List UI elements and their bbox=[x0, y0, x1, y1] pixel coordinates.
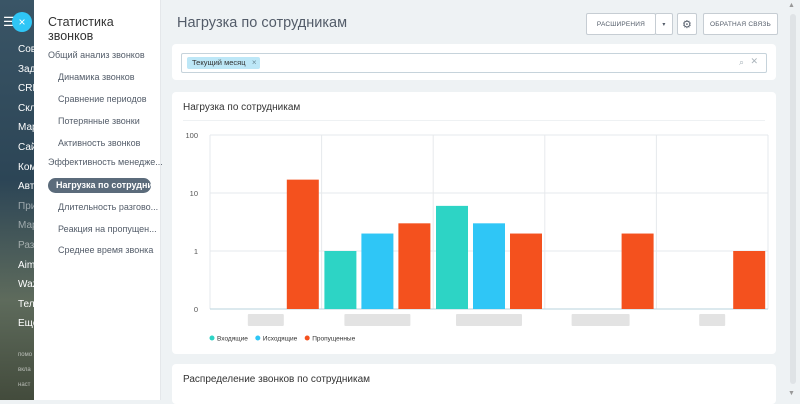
burger-icon: ☰ bbox=[3, 14, 15, 29]
y-tick-label: 1 bbox=[194, 247, 198, 256]
category-label-redacted bbox=[571, 314, 630, 326]
sidebar: Статистика звонков Общий анализ звонков Д… bbox=[34, 0, 163, 400]
extensions-dropdown-button[interactable]: ▾ bbox=[655, 13, 673, 35]
sidebar-item[interactable]: Среднее время звонка bbox=[58, 245, 154, 255]
scroll-up-icon[interactable]: ▲ bbox=[788, 2, 795, 9]
distribution-card: Распределение звонков по сотрудникам bbox=[172, 364, 776, 404]
app-nav-item[interactable]: Теле bbox=[18, 298, 34, 310]
sidebar-item[interactable]: Динамика звонков bbox=[58, 72, 135, 82]
app-nav-item[interactable]: Мар bbox=[18, 220, 34, 232]
sidebar-item[interactable]: Сравнение периодов bbox=[58, 94, 147, 104]
y-tick-label: 100 bbox=[185, 131, 198, 140]
legend-marker bbox=[304, 335, 310, 341]
legend-marker bbox=[209, 335, 215, 341]
app-nav-item[interactable]: CRM bbox=[18, 83, 34, 95]
app-footer-link[interactable]: наст bbox=[18, 382, 31, 388]
app-nav-item[interactable]: Сов bbox=[18, 44, 34, 55]
bar-missed bbox=[510, 233, 542, 309]
sidebar-item[interactable]: Реакция на пропущен... bbox=[58, 224, 157, 234]
y-tick-label: 0 bbox=[194, 305, 198, 314]
bar-incoming bbox=[436, 205, 468, 309]
scroll-down-icon[interactable]: ▼ bbox=[788, 390, 795, 397]
legend-label: Входящие bbox=[217, 336, 248, 343]
y-tick-label: 10 bbox=[190, 189, 198, 198]
legend-marker bbox=[255, 335, 261, 341]
sidebar-item[interactable]: Длительность разгово... bbox=[58, 202, 159, 212]
app-nav-item[interactable]: Ещё bbox=[18, 318, 34, 330]
bar-outgoing bbox=[473, 223, 505, 309]
search-icon[interactable]: ⌕ bbox=[738, 57, 744, 67]
distribution-card-title: Распределение звонков по сотрудникам bbox=[183, 374, 371, 385]
app-footer-link[interactable]: помо bbox=[18, 352, 33, 358]
bar-missed bbox=[621, 233, 654, 309]
app-nav-item[interactable]: Прил bbox=[18, 200, 34, 212]
sidebar-item[interactable]: Общий анализ звонков bbox=[48, 50, 145, 60]
gear-icon: ⚙ bbox=[681, 18, 693, 31]
category-label-redacted bbox=[344, 314, 411, 326]
bar-incoming bbox=[324, 251, 357, 309]
sidebar-item[interactable]: Потерянные звонки bbox=[58, 116, 140, 126]
filter-bar: Текущий месяц × ⌕ ✕ bbox=[172, 44, 776, 80]
filter-tag-label: Текущий месяц bbox=[192, 58, 246, 67]
card-divider bbox=[183, 120, 765, 121]
page-title: Нагрузка по сотрудникам bbox=[177, 15, 348, 31]
bar-missed bbox=[286, 179, 319, 309]
legend-label: Пропущенные bbox=[312, 336, 355, 343]
extensions-button[interactable]: РАСШИРЕНИЯ bbox=[586, 13, 656, 35]
extensions-label: РАСШИРЕНИЯ bbox=[596, 20, 646, 28]
feedback-button[interactable]: ОБРАТНАЯ СВЯЗЬ bbox=[703, 13, 778, 35]
app-nav-item[interactable]: Авто bbox=[18, 181, 34, 193]
bar-missed bbox=[733, 251, 766, 309]
sidebar-item[interactable]: Эффективность менеджe... bbox=[48, 157, 163, 167]
category-label-redacted bbox=[456, 314, 522, 326]
chevron-down-icon: ▾ bbox=[662, 21, 666, 28]
scroll-thumb[interactable] bbox=[790, 14, 796, 384]
filter-input[interactable]: Текущий месяц × ⌕ ✕ bbox=[181, 53, 767, 73]
app-footer-link[interactable]: вкла bbox=[18, 367, 31, 373]
filter-tag[interactable]: Текущий месяц × bbox=[187, 57, 260, 69]
bar-outgoing bbox=[361, 233, 394, 309]
app-nav-item[interactable]: Зада bbox=[18, 63, 34, 75]
app-nav-item[interactable]: Aimy bbox=[18, 259, 34, 271]
settings-button[interactable]: ⚙ bbox=[677, 13, 697, 35]
tag-close-icon[interactable]: × bbox=[251, 58, 257, 67]
menu-toggle[interactable]: ☰ × bbox=[0, 10, 34, 34]
app-nav-item[interactable]: Сайт bbox=[18, 142, 34, 153]
bar-missed bbox=[398, 223, 431, 309]
sidebar-item[interactable]: Активность звонков bbox=[58, 138, 141, 148]
app-nav-item[interactable]: Wazz bbox=[18, 279, 34, 291]
feedback-label: ОБРАТНАЯ СВЯЗЬ bbox=[709, 20, 772, 28]
sidebar-item[interactable]: Нагрузка по сотрудни... bbox=[48, 178, 151, 193]
sidebar-title: Статистика звонков bbox=[48, 15, 114, 43]
app-nav-item[interactable]: Скла bbox=[18, 102, 34, 114]
chart-card-title: Нагрузка по сотрудникам bbox=[183, 102, 301, 113]
category-label-redacted bbox=[699, 314, 726, 326]
category-label-redacted bbox=[247, 314, 284, 326]
chart-card: Нагрузка по сотрудникам 100 10 1 0 Входящие И… bbox=[172, 92, 776, 354]
app-nav-item[interactable]: Мар bbox=[18, 122, 34, 134]
app-nav-item[interactable]: Ком bbox=[18, 161, 34, 173]
clear-icon[interactable]: ✕ bbox=[750, 56, 758, 66]
page-scrollbar[interactable]: ▲ ▼ bbox=[786, 0, 800, 400]
app-nav-item[interactable]: Разр bbox=[18, 240, 34, 251]
close-icon[interactable]: × bbox=[12, 12, 32, 32]
app-strip: ☰ × Сов Зада CRM Скла Мар Сайт Ком Авто Прил Мар Р… bbox=[0, 0, 34, 400]
legend-label: Исходящие bbox=[263, 336, 298, 343]
